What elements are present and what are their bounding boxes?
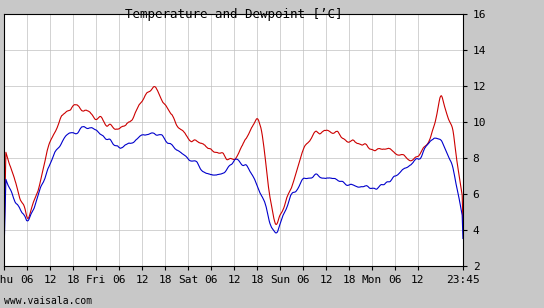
Text: Temperature and Dewpoint [’C]: Temperature and Dewpoint [’C]: [125, 8, 342, 21]
Text: www.vaisala.com: www.vaisala.com: [4, 297, 92, 306]
